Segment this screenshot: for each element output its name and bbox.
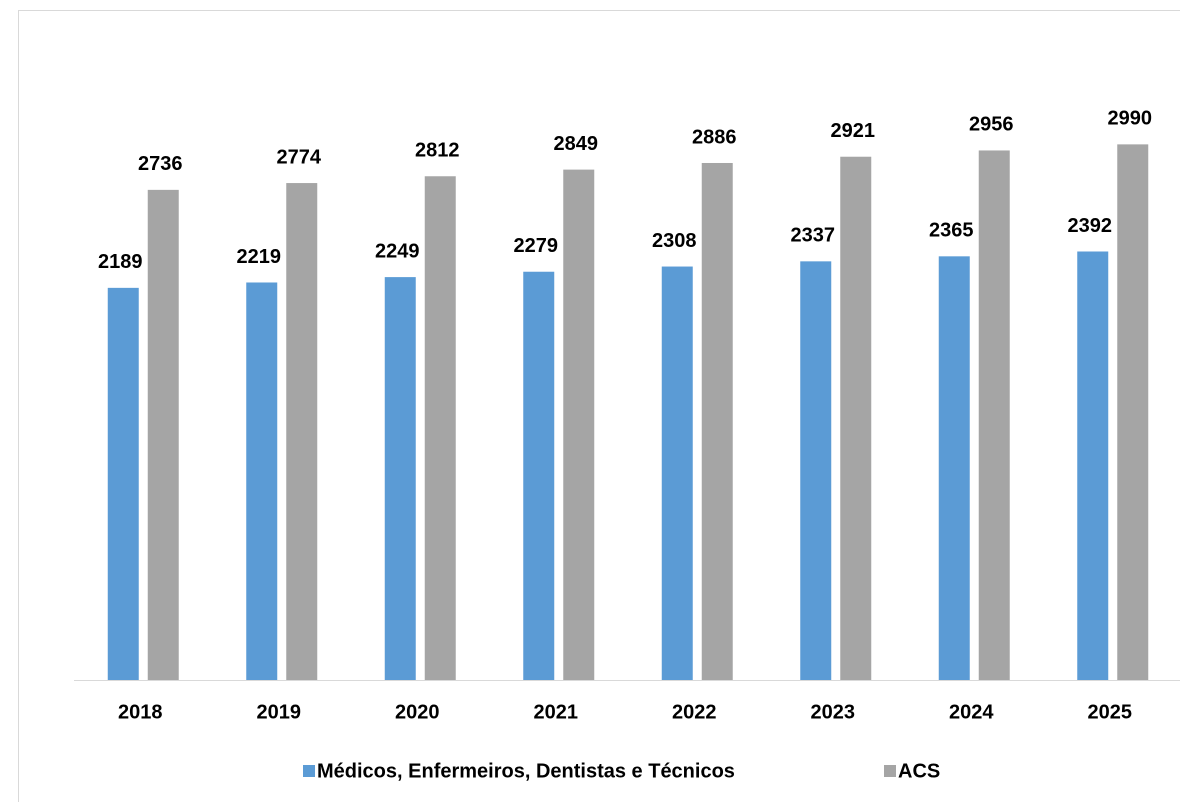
bar	[246, 282, 278, 680]
chart-border	[18, 10, 1180, 802]
legend-label: ACS	[898, 760, 940, 782]
x-tick-label: 2020	[395, 701, 440, 723]
bar	[938, 256, 970, 680]
x-tick-label: 2018	[118, 701, 163, 723]
data-label: 2249	[375, 240, 420, 262]
bar	[661, 266, 693, 680]
data-label: 2337	[791, 225, 836, 247]
data-label: 2990	[1108, 108, 1153, 130]
bar	[800, 261, 832, 680]
bar	[384, 277, 416, 680]
bar	[701, 162, 733, 680]
data-label: 2308	[652, 230, 697, 252]
data-label: 2189	[98, 251, 143, 273]
x-tick-label: 2023	[811, 701, 856, 723]
data-label: 2886	[692, 126, 737, 148]
data-label: 2849	[554, 133, 599, 155]
bar	[107, 287, 139, 680]
data-label: 2774	[277, 146, 322, 168]
data-label: 2956	[969, 114, 1014, 136]
x-tick-label: 2022	[672, 701, 717, 723]
data-label: 2279	[514, 235, 559, 257]
data-label: 2812	[415, 140, 460, 162]
legend-label: Médicos, Enfermeiros, Dentistas e Técnic…	[317, 760, 735, 782]
x-tick-label: 2024	[949, 701, 994, 723]
data-label: 2219	[237, 246, 282, 268]
bar	[840, 156, 872, 681]
x-tick-label: 2025	[1088, 701, 1133, 723]
bar	[1077, 251, 1109, 680]
x-tick-label: 2021	[534, 701, 579, 723]
legend-swatch	[884, 765, 896, 777]
bar	[978, 150, 1010, 680]
x-tick-label: 2019	[257, 701, 302, 723]
bar	[424, 176, 456, 680]
data-label: 2736	[138, 153, 183, 175]
bar	[147, 189, 179, 680]
bar	[563, 169, 595, 680]
bar	[286, 183, 318, 680]
bar	[1117, 144, 1149, 680]
data-label: 2392	[1068, 215, 1113, 237]
bar	[523, 271, 555, 680]
legend-swatch	[303, 765, 315, 777]
data-label: 2365	[929, 220, 974, 242]
data-label: 2921	[831, 120, 876, 142]
